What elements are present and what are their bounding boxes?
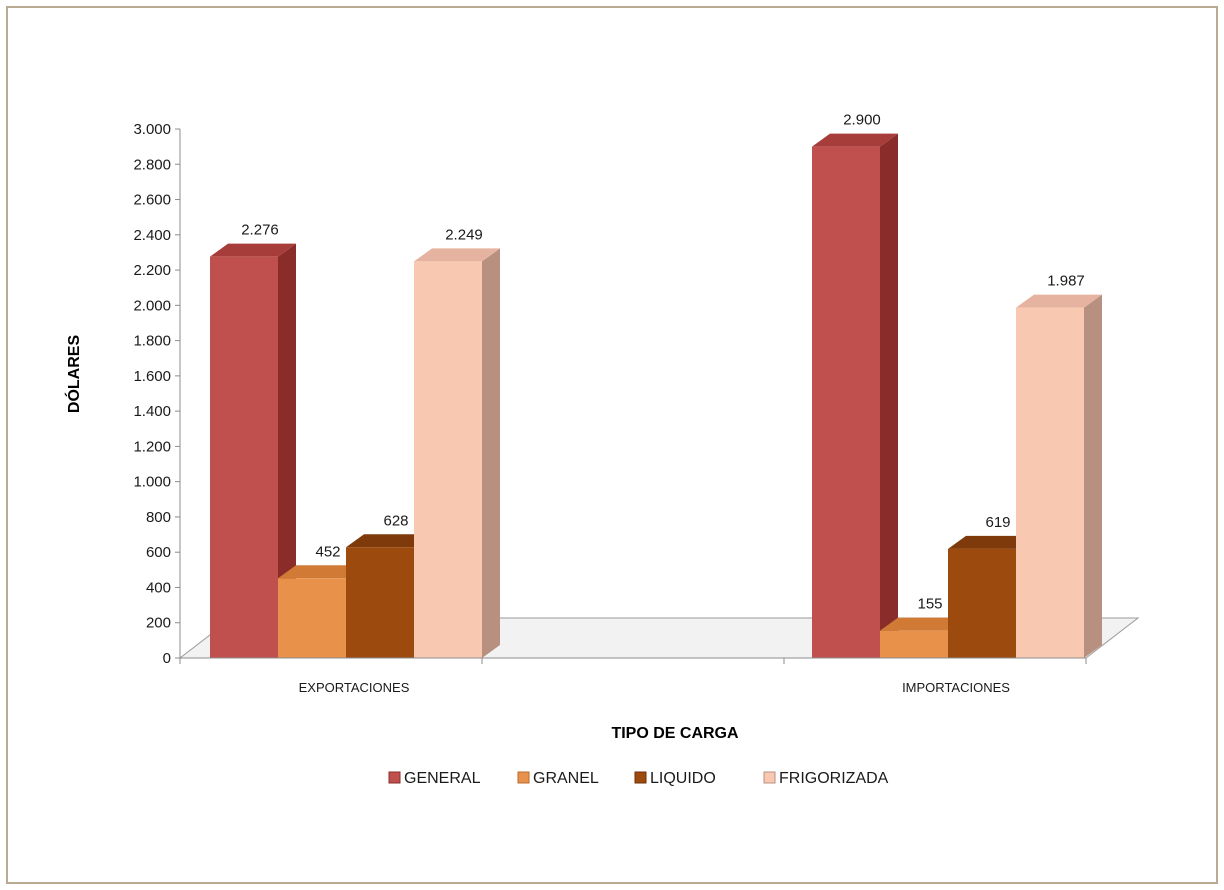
- bar-side: [1084, 294, 1102, 658]
- data-label: 1.987: [1047, 273, 1085, 290]
- legend-swatch: [763, 771, 776, 784]
- y-tick-label: 1.000: [133, 474, 171, 491]
- bar-granel-importaciones: [880, 617, 966, 658]
- legend-swatch: [634, 771, 647, 784]
- bar-top: [880, 617, 966, 631]
- bar-top: [210, 243, 296, 257]
- bar-frigorizada-exportaciones: [414, 248, 500, 658]
- x-axis-title: TIPO DE CARGA: [611, 725, 739, 742]
- x-category-label: IMPORTACIONES: [902, 680, 1010, 695]
- bars: [210, 133, 1102, 659]
- y-tick-label: 1.400: [133, 403, 171, 420]
- bar-front: [948, 548, 1016, 658]
- bar-general-importaciones: [812, 133, 898, 659]
- legend-item-granel: GRANEL: [517, 770, 599, 787]
- bar-top: [278, 565, 364, 579]
- bar-side: [880, 133, 898, 659]
- legend-label: FRIGORIZADA: [779, 770, 889, 787]
- y-tick-label: 2.800: [133, 156, 171, 173]
- bar-general-exportaciones: [210, 243, 296, 658]
- data-label: 2.276: [241, 222, 279, 239]
- legend-swatch: [517, 771, 530, 784]
- y-tick-label: 600: [146, 544, 171, 561]
- legend-label: GENERAL: [404, 770, 481, 787]
- y-tick-label: 0: [163, 650, 171, 667]
- y-tick-label: 200: [146, 615, 171, 632]
- data-label: 2.249: [445, 226, 483, 243]
- legend: GENERAL GRANEL LIQUIDO FRIGORIZADA: [388, 770, 889, 787]
- y-tick-label: 2.400: [133, 227, 171, 244]
- y-tick-label: 1.600: [133, 368, 171, 385]
- bar-top: [346, 534, 432, 548]
- y-tick-label: 1.200: [133, 438, 171, 455]
- legend-label: LIQUIDO: [650, 770, 716, 787]
- bar-top: [812, 133, 898, 147]
- bar-front: [210, 256, 278, 658]
- data-label: 155: [917, 596, 942, 613]
- bar-chart: 0 200 400 600 800 1.000 1.200 1.400 1.600 1.800 2.…: [64, 112, 1140, 787]
- bar-side: [278, 243, 296, 658]
- bar-frigorizada-importaciones: [1016, 294, 1102, 658]
- chart-frame: 0 200 400 600 800 1.000 1.200 1.400 1.600 1.800 2.…: [6, 6, 1218, 884]
- bar-front: [812, 146, 880, 658]
- data-label: 619: [985, 514, 1010, 531]
- y-tick-label: 2.600: [133, 192, 171, 209]
- y-tick-label: 2.200: [133, 262, 171, 279]
- legend-item-general: GENERAL: [388, 770, 481, 787]
- bar-side: [482, 248, 500, 658]
- bar-top: [1016, 294, 1102, 308]
- data-labels: 2.276 452 628 2.249 2.900 155 619 1.987: [241, 112, 1085, 613]
- legend-item-frigorizada: FRIGORIZADA: [763, 770, 889, 787]
- bar-front: [1016, 307, 1084, 658]
- legend-swatch: [388, 771, 401, 784]
- y-tick-label: 1.800: [133, 333, 171, 350]
- y-axis: 0 200 400 600 800 1.000 1.200 1.400 1.600 1.800 2.…: [133, 121, 181, 667]
- bar-front: [880, 630, 948, 658]
- bar-front: [346, 547, 414, 658]
- y-tick-label: 2.000: [133, 297, 171, 314]
- data-label: 628: [383, 512, 408, 529]
- y-tick-label: 400: [146, 579, 171, 596]
- bar-front: [278, 578, 346, 658]
- bar-front: [414, 261, 482, 658]
- x-category-label: EXPORTACIONES: [299, 680, 410, 695]
- y-tick-label: 3.000: [133, 121, 171, 138]
- legend-item-liquido: LIQUIDO: [634, 770, 716, 787]
- y-axis-title: DÓLARES: [64, 335, 83, 414]
- data-label: 2.900: [843, 112, 881, 129]
- bar-top: [414, 248, 500, 262]
- y-tick-label: 800: [146, 509, 171, 526]
- legend-label: GRANEL: [533, 770, 599, 787]
- x-axis: EXPORTACIONES IMPORTACIONES: [179, 657, 1087, 695]
- bar-top: [948, 535, 1034, 549]
- data-label: 452: [315, 543, 340, 560]
